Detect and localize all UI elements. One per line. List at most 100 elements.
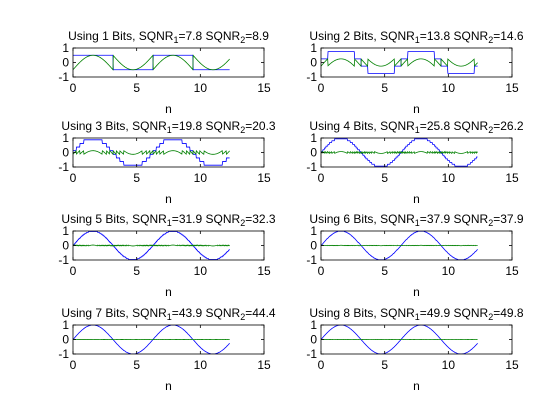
y-tick-label: 0 bbox=[62, 333, 69, 347]
plot-area bbox=[321, 325, 478, 354]
x-tick-label: 5 bbox=[133, 171, 140, 185]
sqnr2-label: SQNR bbox=[450, 119, 488, 133]
sqnr1-value: 25.8 bbox=[427, 119, 451, 133]
subplot-6: Using 6 Bits, SQNR1=37.9 SQNR2=37.90 5 10 1… bbox=[306, 212, 524, 299]
title-part: Using 6 Bits, SQNR bbox=[309, 212, 415, 226]
x-tick-label: 10 bbox=[194, 264, 208, 278]
y-tick-label: 1 bbox=[310, 41, 317, 55]
title-part: = bbox=[493, 306, 500, 320]
x-tick-label: 0 bbox=[70, 81, 77, 95]
x-tick-label: 15 bbox=[505, 171, 519, 185]
y-tick-label: -1 bbox=[58, 70, 69, 84]
x-axis-label: n bbox=[413, 102, 420, 116]
quantized-signal-line bbox=[73, 231, 230, 260]
x-axis-label: n bbox=[165, 102, 172, 116]
x-tick-label: 15 bbox=[257, 264, 271, 278]
x-tick-label: 15 bbox=[505, 81, 519, 95]
title-part: = bbox=[493, 212, 500, 226]
plot-area bbox=[73, 54, 230, 71]
x-axis-label: n bbox=[413, 285, 420, 299]
quantized-signal-line bbox=[321, 231, 478, 260]
x-tick-label: 10 bbox=[442, 358, 456, 372]
title-part: Using 8 Bits, SQNR bbox=[309, 306, 415, 320]
sqnr2-label: SQNR bbox=[450, 212, 488, 226]
subplot-title: Using 8 Bits, SQNR1=49.9 SQNR2=49.8 bbox=[309, 306, 523, 322]
sqnr2-subscript: 2 bbox=[488, 35, 493, 45]
sqnr2-subscript: 2 bbox=[488, 125, 493, 135]
subplot-title: Using 5 Bits, SQNR1=31.9 SQNR2=32.3 bbox=[61, 212, 275, 228]
sqnr2-value: 14.6 bbox=[500, 29, 524, 43]
sqnr2-value: 26.2 bbox=[500, 119, 524, 133]
sqnr1-subscript: 1 bbox=[415, 312, 420, 322]
title-part: = bbox=[245, 306, 252, 320]
sqnr1-value: 37.9 bbox=[427, 212, 451, 226]
y-tick-label: 0 bbox=[310, 333, 317, 347]
y-tick-label: 0 bbox=[62, 146, 69, 160]
quantization-error-line bbox=[73, 54, 230, 71]
y-tick-label: -1 bbox=[306, 347, 317, 361]
sqnr1-subscript: 1 bbox=[415, 125, 420, 135]
title-part: = bbox=[245, 119, 252, 133]
y-tick-label: 1 bbox=[62, 224, 69, 238]
x-axis-label: n bbox=[165, 379, 172, 393]
title-part: = bbox=[172, 306, 179, 320]
sqnr1-value: 7.8 bbox=[185, 29, 202, 43]
sqnr1-subscript: 1 bbox=[415, 218, 420, 228]
subplot-title: Using 4 Bits, SQNR1=25.8 SQNR2=26.2 bbox=[309, 119, 523, 135]
subplot-title: Using 3 Bits, SQNR1=19.8 SQNR2=20.3 bbox=[61, 119, 275, 135]
sqnr2-value: 44.4 bbox=[252, 306, 276, 320]
y-tick-label: 1 bbox=[62, 131, 69, 145]
quantization-error-line bbox=[321, 150, 478, 155]
sqnr1-subscript: 1 bbox=[415, 35, 420, 45]
subplot-8: Using 8 Bits, SQNR1=49.9 SQNR2=49.8 0 5 10 1… bbox=[306, 306, 524, 393]
x-axis-label: n bbox=[413, 379, 420, 393]
title-part: = bbox=[420, 306, 427, 320]
title-part: = bbox=[178, 29, 185, 43]
sqnr2-subscript: 2 bbox=[488, 312, 493, 322]
plot-area bbox=[321, 138, 478, 167]
title-part: = bbox=[420, 119, 427, 133]
subplot-1: Using 1 Bits, SQNR1=7.8 SQNR2=8.90 5 10 151… bbox=[58, 29, 271, 116]
y-tick-label: -1 bbox=[306, 160, 317, 174]
y-tick-label: 0 bbox=[62, 239, 69, 253]
title-part: Using 5 Bits, SQNR bbox=[61, 212, 167, 226]
title-part: = bbox=[420, 29, 427, 43]
plot-area bbox=[73, 231, 230, 260]
x-axis-label: n bbox=[165, 285, 172, 299]
quantization-error-line bbox=[73, 149, 230, 156]
x-tick-label: 5 bbox=[133, 264, 140, 278]
y-tick-label: 1 bbox=[62, 318, 69, 332]
title-part: = bbox=[245, 29, 252, 43]
subplot-title: Using 1 Bits, SQNR1=7.8 SQNR2=8.9 bbox=[68, 29, 269, 45]
subplot-title: Using 2 Bits, SQNR1=13.8 SQNR2=14.6 bbox=[309, 29, 523, 45]
subplot-2: Using 2 Bits, SQNR1=13.8 SQNR2=14.60 5 10 1… bbox=[306, 29, 524, 116]
x-tick-label: 10 bbox=[194, 358, 208, 372]
sqnr2-subscript: 2 bbox=[240, 218, 245, 228]
sqnr1-value: 31.9 bbox=[179, 212, 203, 226]
axes-box bbox=[72, 47, 265, 78]
y-tick-label: -1 bbox=[58, 160, 69, 174]
subplot-title: Using 7 Bits, SQNR1=43.9 SQNR2=44.4 bbox=[61, 306, 275, 322]
plot-area bbox=[321, 51, 478, 74]
x-tick-label: 15 bbox=[505, 358, 519, 372]
axes-box bbox=[72, 137, 265, 168]
title-part: Using 4 Bits, SQNR bbox=[309, 119, 415, 133]
x-tick-label: 15 bbox=[257, 171, 271, 185]
title-part: Using 1 Bits, SQNR bbox=[68, 29, 174, 43]
x-tick-label: 5 bbox=[133, 358, 140, 372]
sqnr2-label: SQNR bbox=[202, 119, 240, 133]
y-tick-label: 1 bbox=[310, 224, 317, 238]
y-tick-label: 0 bbox=[310, 239, 317, 253]
x-axis-label: n bbox=[413, 192, 420, 206]
title-part: = bbox=[172, 212, 179, 226]
x-tick-label: 5 bbox=[381, 358, 388, 372]
quantization-error-line bbox=[321, 57, 478, 68]
subplot-title: Using 6 Bits, SQNR1=37.9 SQNR2=37.9 bbox=[309, 212, 523, 228]
subplot-4: Using 4 Bits, SQNR1=25.8 SQNR2=26.20 5 10 1… bbox=[306, 119, 524, 206]
x-tick-label: 15 bbox=[505, 264, 519, 278]
quantized-signal-line bbox=[73, 139, 230, 166]
x-tick-label: 0 bbox=[318, 171, 325, 185]
plot-area bbox=[73, 325, 230, 354]
sqnr2-label: SQNR bbox=[450, 29, 488, 43]
